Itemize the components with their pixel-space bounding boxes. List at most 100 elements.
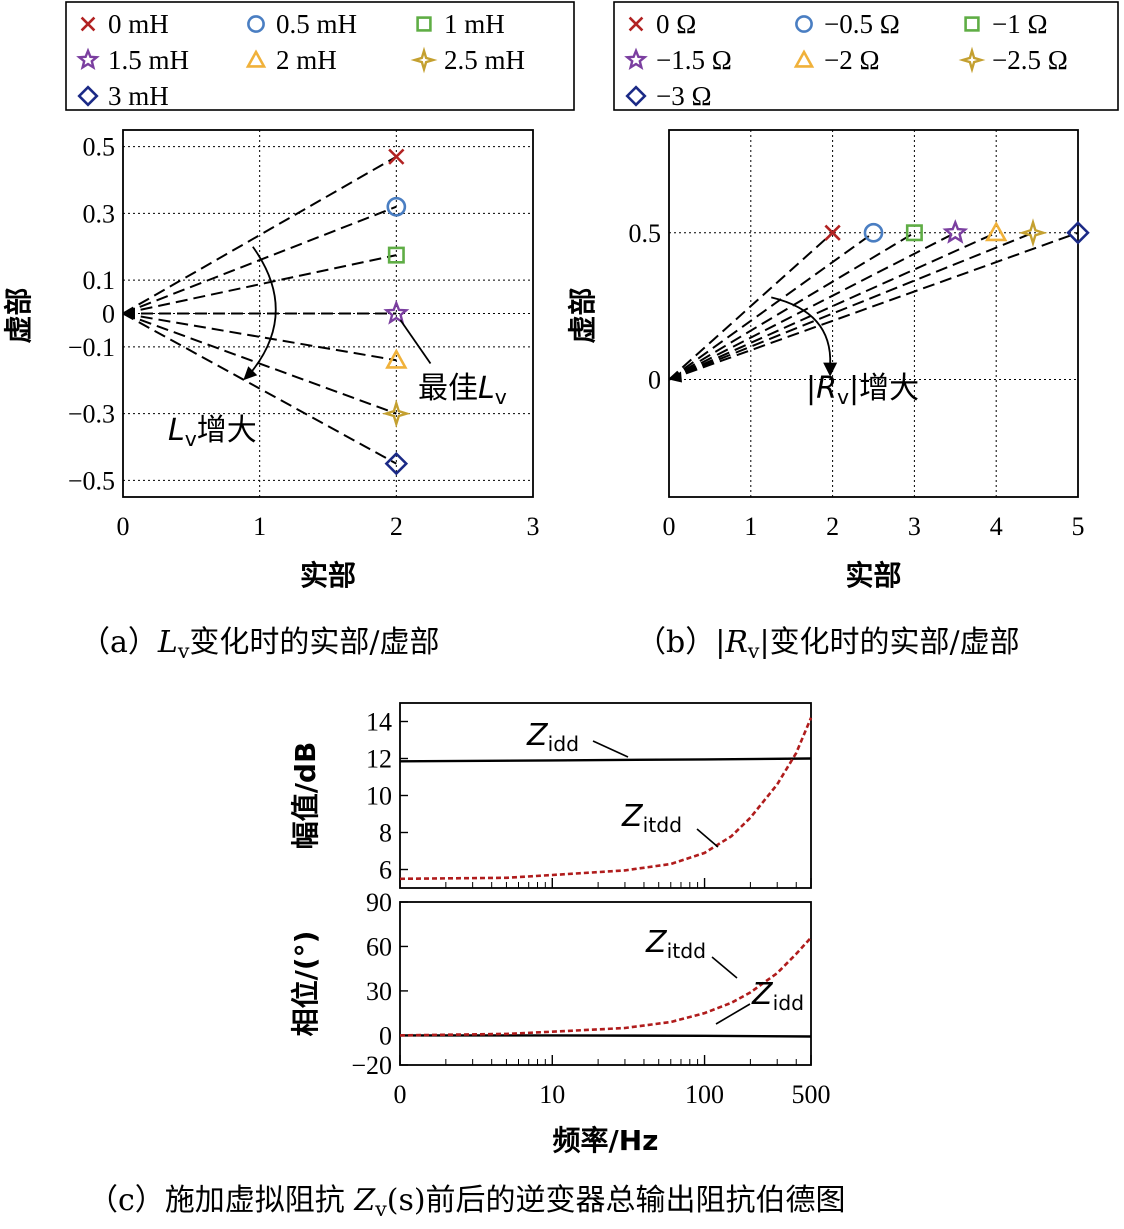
- ylabel-phase: 相位/(°): [289, 931, 322, 1037]
- ray-a-6: [122, 312, 397, 465]
- xtick-b-1: 1: [744, 512, 757, 541]
- ytick-a-6: −0.5: [68, 466, 115, 495]
- curve-arrow-b: [771, 296, 832, 365]
- caption-c: （c）施加虚拟阻抗 Zv(s)前后的逆变器总输出阻抗伯德图: [88, 1183, 846, 1221]
- point-b-2: [905, 224, 923, 242]
- label-mag-idd-part: Z: [526, 718, 549, 753]
- origin-arrow-a: [123, 307, 135, 320]
- ray-a-5: [122, 312, 397, 415]
- best-label-a: 最佳Lv: [418, 371, 507, 409]
- xtick-b-0: 0: [663, 512, 676, 541]
- legend-marker-b-2: [964, 16, 980, 32]
- legend-box: [65, 1, 575, 111]
- caption-c-part: (s): [387, 1183, 426, 1218]
- label-phase-itdd-part: itdd: [667, 939, 707, 963]
- legend-label-b-3: −1.5 Ω: [656, 45, 732, 75]
- ytick-phase-0: 90: [366, 888, 392, 917]
- caption-a-part: （a）: [80, 625, 158, 660]
- ylabel-b: 虚部: [566, 287, 599, 343]
- xtick-a-3: 3: [527, 512, 540, 541]
- curve-arrow-a: [248, 246, 277, 376]
- xtick-b-5: 5: [1072, 512, 1085, 541]
- legend-marker-a-3: [76, 47, 100, 71]
- ytick-phase-1: 60: [366, 932, 392, 961]
- ray-a-4: [122, 312, 397, 362]
- ray-b-6: [668, 231, 1079, 381]
- ytick-mag-3: 8: [379, 819, 392, 848]
- best-pointer-a: [399, 319, 432, 365]
- legend-label-b-1: −0.5 Ω: [824, 9, 900, 39]
- plot-frame: [668, 129, 1079, 498]
- legend-marker-a-0: [80, 16, 96, 32]
- ytick-b-1: 0: [648, 366, 661, 395]
- caption-b-part: |: [759, 625, 769, 660]
- series-mag-1: [399, 717, 813, 881]
- curve-arrowhead-a: [243, 366, 258, 381]
- legend-box: [613, 1, 1119, 111]
- label-phase-itdd-part: Z: [645, 925, 668, 960]
- series-phase-0: [400, 1034, 812, 1038]
- point-a-3: [383, 299, 410, 325]
- series-phase-1: [399, 936, 812, 1037]
- caption-a: （a）Lv变化时的实部/虚部: [80, 625, 439, 663]
- point-b-3: [942, 219, 969, 244]
- label-mag-itdd-part: itdd: [643, 813, 683, 837]
- legend-marker-b-4: [793, 49, 815, 68]
- legend-label-b-2: −1 Ω: [992, 9, 1048, 39]
- label-mag-idd: Zidd: [526, 718, 579, 756]
- legend-marker-a-4: [245, 49, 267, 68]
- point-b-0: [824, 224, 841, 241]
- legend-marker-b-1: [795, 15, 813, 33]
- ylabel-a: 虚部: [2, 287, 35, 343]
- ytick-a-3: 0: [102, 300, 115, 329]
- increase-label-b-part: 增大: [859, 371, 919, 406]
- caption-b-part: （b）: [636, 625, 715, 660]
- label-phase-idd: Zidd: [751, 977, 804, 1015]
- ytick-mag-0: 14: [366, 708, 392, 737]
- label-mag-idd-part: idd: [548, 732, 580, 756]
- ray-a-0: [122, 155, 397, 315]
- ray-b-1: [668, 231, 875, 381]
- ytick-phase-4: −20: [351, 1051, 392, 1080]
- increase-label-a: Lv增大: [168, 413, 257, 451]
- caption-c-part: 前后的逆变器总输出阻抗伯德图: [426, 1183, 846, 1218]
- legend-label-b-0: 0 Ω: [656, 9, 696, 39]
- series-mag-0: [399, 757, 812, 763]
- pointer-phase-idd: [715, 1003, 751, 1025]
- ray-b-0: [668, 232, 834, 381]
- xtick-c-3: 500: [792, 1080, 831, 1109]
- legend-b: 0 Ω −0.5 Ω −1 Ω −1.5 Ω −2 Ω −2.5 Ω −3 Ω: [613, 1, 1119, 111]
- legend-marker-b-5: [958, 46, 986, 74]
- caption-c-part: （c）施加虚拟阻抗: [88, 1183, 354, 1218]
- pointer-phase-itdd: [711, 956, 738, 979]
- xtick-c-1: 10: [539, 1080, 565, 1109]
- chart-a: 0 1 2 30.50.30.10−0.1−0.3−0.5实部虚部最佳LvLv增大（a…: [2, 129, 540, 663]
- xlabel-c: 频率/Hz: [553, 1124, 659, 1157]
- ray-b-4: [668, 231, 997, 381]
- xtick-a-1: 1: [253, 512, 266, 541]
- ytick-a-4: −0.1: [68, 333, 115, 362]
- increase-label-b: |Rv|增大: [806, 371, 919, 409]
- point-a-6: [384, 451, 409, 476]
- point-a-2: [387, 246, 405, 264]
- label-phase-idd-part: Z: [751, 977, 774, 1012]
- ytick-phase-2: 30: [366, 977, 392, 1006]
- xtick-a-0: 0: [117, 512, 130, 541]
- xtick-b-4: 4: [990, 512, 1003, 541]
- label-mag-itdd-part: Z: [621, 799, 644, 834]
- ray-b-5: [668, 231, 1034, 381]
- legend-label-a-3: 1.5 mH: [108, 45, 189, 75]
- legend-label-a-1: 0.5 mH: [276, 9, 357, 39]
- ray-b-2: [668, 231, 915, 381]
- curve-arrowhead-b: [823, 362, 838, 377]
- legend-marker-b-3: [624, 47, 648, 71]
- increase-label-b-part: v: [837, 385, 849, 409]
- caption-b: （b）|Rv|变化时的实部/虚部: [636, 625, 1020, 663]
- point-a-4: [385, 348, 408, 369]
- label-phase-idd-part: idd: [773, 991, 805, 1015]
- caption-b-part: v: [747, 639, 760, 663]
- legend-a: 0 mH 0.5 mH 1 mH 1.5 mH 2 mH 2.5 mH 3 mH: [65, 1, 575, 111]
- caption-a-part: v: [177, 639, 190, 663]
- xtick-b-3: 3: [908, 512, 921, 541]
- point-a-1: [386, 196, 407, 217]
